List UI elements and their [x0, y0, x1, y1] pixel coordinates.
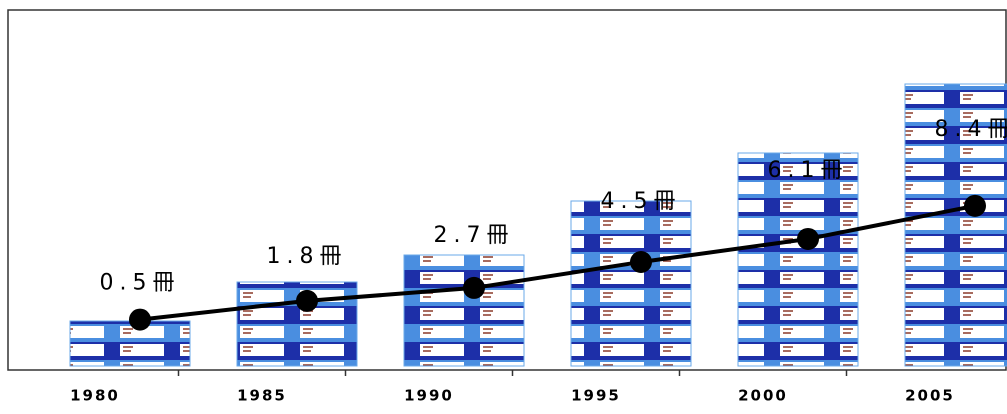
book-stack	[237, 282, 357, 366]
marker	[296, 290, 318, 312]
x-tick-label: 1995	[571, 387, 621, 405]
value-label: 6.1冊	[768, 158, 849, 183]
x-tick-label: 1980	[70, 387, 120, 405]
book-stack	[404, 255, 524, 366]
chart: 1980 1985 1990 1995 2000 2005 0.5冊 1.8冊 2.7冊 4.5冊…	[0, 0, 1007, 410]
value-label: 1.8冊	[267, 244, 348, 269]
value-label: 8.4冊	[935, 117, 1007, 142]
x-tick-label: 1985	[237, 387, 287, 405]
value-label: 0.5冊	[100, 271, 181, 296]
book-stack	[738, 153, 858, 366]
book-stack	[70, 321, 190, 366]
book-stack	[571, 201, 691, 366]
marker	[129, 309, 151, 331]
x-tick-label: 2000	[738, 387, 788, 405]
value-label: 2.7冊	[434, 223, 515, 248]
marker	[797, 228, 819, 250]
value-label: 4.5冊	[601, 189, 682, 214]
x-tick-label: 1990	[404, 387, 454, 405]
marker	[964, 195, 986, 217]
marker	[630, 251, 652, 273]
x-tick-label: 2005	[905, 387, 955, 405]
marker	[463, 277, 485, 299]
